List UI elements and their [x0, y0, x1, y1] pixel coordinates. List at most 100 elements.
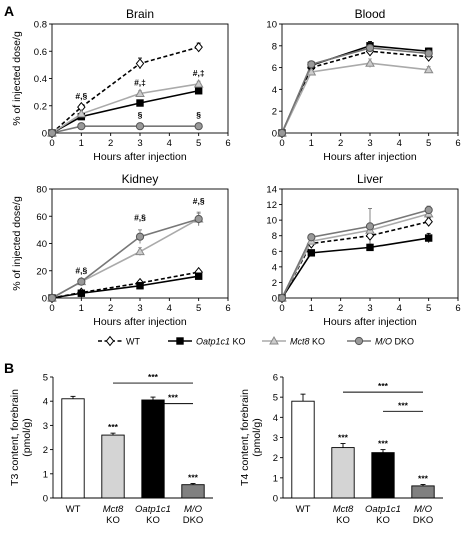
data-point-1 [77, 289, 86, 297]
x-tick-label: 1 [309, 138, 314, 149]
y-tick-label: 2 [43, 445, 48, 456]
data-point-3 [307, 233, 316, 242]
legend-label-part: WT [126, 337, 140, 347]
data-point-0 [135, 58, 145, 69]
x-tick-label: 6 [225, 138, 230, 149]
y-tick-label: 10 [266, 20, 277, 31]
y-tick-label: 2 [273, 453, 278, 464]
legend-label-part: KO [310, 337, 326, 347]
data-point-3 [77, 122, 86, 131]
bar [331, 447, 355, 499]
bar [371, 452, 395, 499]
y-tick-label: 0 [42, 294, 47, 305]
data-point-2 [365, 58, 375, 67]
y-tick-label: 10 [266, 216, 277, 227]
y-tick-label: 60 [36, 212, 47, 223]
bar-significance: *** [338, 433, 349, 443]
y-tick-label: 4 [272, 85, 277, 96]
category-label: WT [66, 504, 81, 515]
x-tick-label: 6 [455, 303, 460, 314]
significance-annotation: § [138, 110, 143, 120]
legend-marker-0 [105, 335, 115, 347]
x-tick-label: 4 [167, 138, 172, 149]
significance-annotation: #,§ [134, 212, 146, 222]
chart-title: Blood [355, 7, 386, 21]
data-point-1 [194, 272, 203, 280]
data-point-0 [424, 216, 433, 227]
x-tick-label: 4 [397, 138, 402, 149]
x-tick-label: 3 [367, 138, 372, 149]
y-tick-label: 2 [272, 107, 277, 118]
category-label: KO [376, 515, 390, 526]
bar [61, 398, 85, 499]
data-point-1 [366, 243, 374, 252]
y-tick-label: 3 [43, 421, 48, 432]
legend: WT Oatp1c1 KO Mct8 KO M/O DKO [98, 335, 414, 347]
y-tick-label: 5 [273, 393, 278, 404]
chart-title: Liver [357, 172, 383, 186]
legend-label-part: KO [230, 337, 246, 347]
series-line-2 [281, 213, 429, 299]
series-line-0 [51, 46, 199, 134]
y-tick-label: 0.4 [34, 74, 47, 85]
y-tick-label: 0 [272, 294, 277, 305]
data-point-0 [194, 41, 203, 53]
line-chart-blood: Blood 0 1 2 3 4 5 6 0 2 4 6 8 10 Hours after injection [266, 7, 460, 163]
y-tick-label: 0.2 [34, 101, 47, 112]
y-axis-label: (pmol/g) [251, 418, 263, 457]
bar-significance: *** [188, 472, 199, 482]
data-point-2 [135, 246, 145, 256]
x-tick-label: 1 [79, 303, 84, 314]
data-point-1 [424, 234, 433, 242]
y-tick-label: 4 [273, 413, 278, 424]
significance-annotation: #,‡ [193, 68, 205, 78]
series-line-2 [281, 62, 429, 134]
data-point-3 [277, 293, 287, 303]
category-label: DKO [183, 515, 204, 526]
y-axis-label: T3 content, forebrain [9, 389, 21, 486]
x-tick-label: 3 [367, 303, 372, 314]
series-line-1 [51, 89, 199, 134]
y-tick-label: 40 [36, 239, 47, 250]
x-tick-label: 6 [225, 303, 230, 314]
series-line-3 [51, 125, 199, 134]
category-label: Oatp1c1 [135, 504, 171, 515]
y-tick-label: 1 [273, 473, 278, 484]
data-point-2 [306, 66, 317, 76]
y-tick-label: 1 [43, 469, 48, 480]
data-point-3 [47, 293, 57, 303]
bar [291, 400, 315, 499]
series-line-1 [51, 275, 199, 299]
legend-marker-3 [354, 336, 364, 346]
x-tick-label: 1 [79, 138, 84, 149]
legend-label-2: Mct8 KO [290, 337, 325, 347]
line-chart-brain: Brain 0 1 2 3 4 5 6 0 0.2 0.4 0.6 0.8 Hours after inj… [11, 7, 231, 163]
legend-label-part: Oatp1c1 [196, 337, 230, 347]
bar [141, 399, 165, 499]
bar-significance: *** [378, 439, 389, 449]
x-tick-label: 3 [137, 303, 142, 314]
y-tick-label: 3 [273, 433, 278, 444]
category-label: KO [336, 515, 350, 526]
legend-label-part: M/O [375, 337, 392, 347]
category-label: M/O [184, 504, 203, 515]
x-axis-label: Hours after injection [323, 316, 417, 328]
data-point-3 [365, 43, 375, 53]
data-point-3 [194, 122, 203, 131]
significance-annotation: #,§ [193, 196, 205, 206]
significance-annotation: § [196, 110, 201, 120]
x-tick-label: 2 [108, 138, 113, 149]
data-point-1 [136, 99, 144, 107]
x-axis-label: Hours after injection [323, 151, 417, 163]
x-tick-label: 4 [397, 303, 402, 314]
legend-label-part: DKO [392, 337, 414, 347]
chart-title: Brain [126, 7, 154, 21]
y-tick-label: 14 [266, 185, 277, 196]
y-tick-label: 5 [43, 373, 48, 384]
x-axis-label: Hours after injection [93, 151, 187, 163]
data-point-3 [135, 122, 145, 131]
bracket-significance: *** [378, 381, 389, 391]
significance-annotation: #,‡ [134, 77, 146, 87]
